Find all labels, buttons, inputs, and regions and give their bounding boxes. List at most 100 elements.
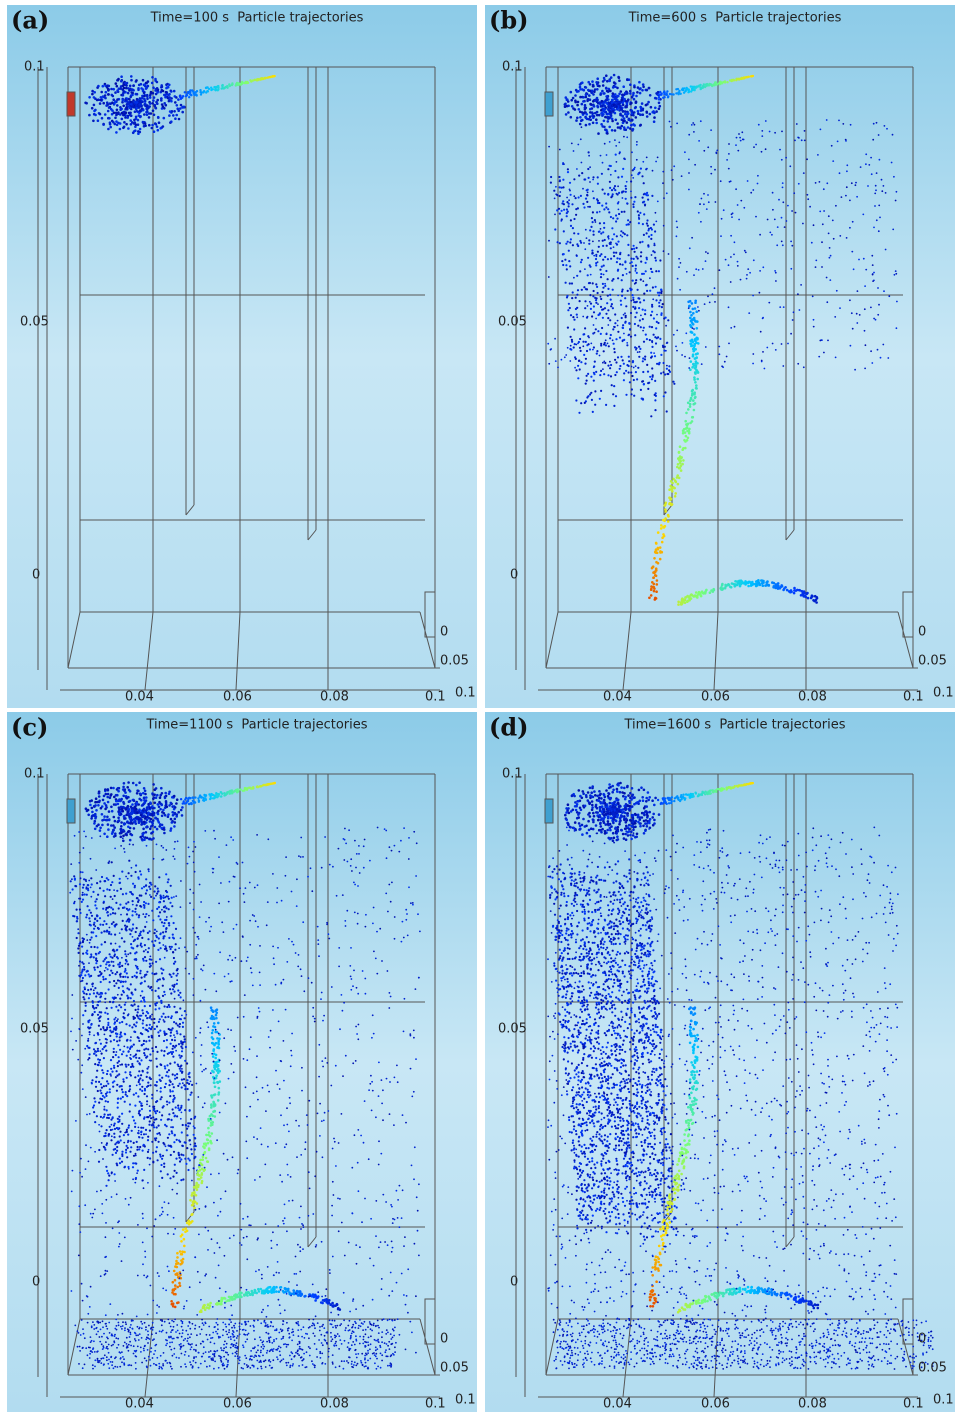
particle xyxy=(806,158,808,160)
particle xyxy=(642,360,644,362)
particle xyxy=(660,354,662,356)
particle xyxy=(597,176,599,178)
particle xyxy=(856,313,858,315)
particle xyxy=(623,128,626,131)
particle xyxy=(98,1161,100,1163)
particle xyxy=(628,254,630,256)
particle xyxy=(593,105,596,108)
particle xyxy=(654,571,657,574)
particle xyxy=(576,104,579,107)
particle xyxy=(155,123,158,126)
particle xyxy=(125,123,128,126)
panel-title: Time=600 s Particle trajectories xyxy=(628,11,842,26)
particle xyxy=(100,1125,102,1127)
particle xyxy=(166,1149,168,1151)
particle xyxy=(115,1006,117,1008)
particle xyxy=(104,998,106,1000)
particle xyxy=(793,311,795,313)
particle xyxy=(576,168,578,170)
particle xyxy=(631,375,633,377)
particle xyxy=(141,821,144,824)
particle xyxy=(680,262,682,264)
particle xyxy=(167,1075,169,1077)
z-tick-label: 0 xyxy=(32,568,40,583)
particle xyxy=(616,261,618,263)
particle xyxy=(623,372,625,374)
particle xyxy=(153,114,156,117)
particle xyxy=(688,428,691,431)
particle xyxy=(649,94,652,97)
particle xyxy=(138,1062,140,1064)
particle xyxy=(721,365,723,367)
particle xyxy=(129,952,131,954)
particle xyxy=(173,795,176,798)
particle xyxy=(185,802,187,804)
particle xyxy=(639,319,641,321)
particle xyxy=(637,210,639,212)
particle xyxy=(755,216,757,218)
particle xyxy=(682,459,685,462)
particle xyxy=(588,151,590,153)
particle xyxy=(677,463,680,466)
particle xyxy=(804,140,806,142)
particle xyxy=(121,1021,123,1023)
particle xyxy=(184,1109,186,1111)
particle xyxy=(172,934,174,936)
particle xyxy=(650,594,653,597)
particle xyxy=(116,971,118,973)
particle xyxy=(127,826,130,829)
particle xyxy=(180,1065,182,1067)
particle xyxy=(730,586,733,589)
particle xyxy=(601,125,604,128)
particle xyxy=(70,880,72,882)
particle xyxy=(602,368,604,370)
particle xyxy=(655,342,657,344)
particle xyxy=(176,1011,178,1013)
particle xyxy=(614,189,616,191)
particle xyxy=(548,276,550,278)
particle xyxy=(631,248,633,250)
particle xyxy=(623,379,625,381)
particle xyxy=(575,369,577,371)
particle xyxy=(141,1137,143,1139)
particle xyxy=(183,106,186,109)
particle xyxy=(823,352,825,354)
particle xyxy=(176,104,179,107)
particle xyxy=(154,1110,156,1112)
particle xyxy=(146,819,149,822)
particle xyxy=(599,211,601,213)
particle xyxy=(651,367,653,369)
particle xyxy=(116,1070,118,1072)
particle xyxy=(160,84,163,87)
particle xyxy=(172,973,174,975)
particle xyxy=(753,146,755,148)
particle xyxy=(864,285,866,287)
x-tick-label: 0.08 xyxy=(798,690,827,705)
particle xyxy=(110,1129,112,1131)
particle xyxy=(576,314,578,316)
particle xyxy=(599,398,601,400)
particle xyxy=(152,783,155,786)
particle xyxy=(152,1116,154,1118)
particle xyxy=(170,827,173,830)
x-tick-label: 0.06 xyxy=(701,690,730,705)
particle xyxy=(581,103,584,106)
particle xyxy=(128,860,130,862)
particle xyxy=(628,322,630,324)
particle xyxy=(159,1030,161,1032)
particle xyxy=(130,79,133,82)
particle xyxy=(693,274,695,276)
particle xyxy=(104,1012,106,1014)
particle xyxy=(621,279,623,281)
particle xyxy=(618,201,620,203)
particle xyxy=(103,930,105,932)
particle xyxy=(574,101,577,104)
particle xyxy=(624,260,626,262)
particle xyxy=(120,980,122,982)
particle xyxy=(113,1051,115,1053)
particle xyxy=(147,1048,149,1050)
particle xyxy=(158,121,161,124)
particle xyxy=(738,78,740,80)
particle xyxy=(142,1019,144,1021)
particle xyxy=(871,255,873,257)
